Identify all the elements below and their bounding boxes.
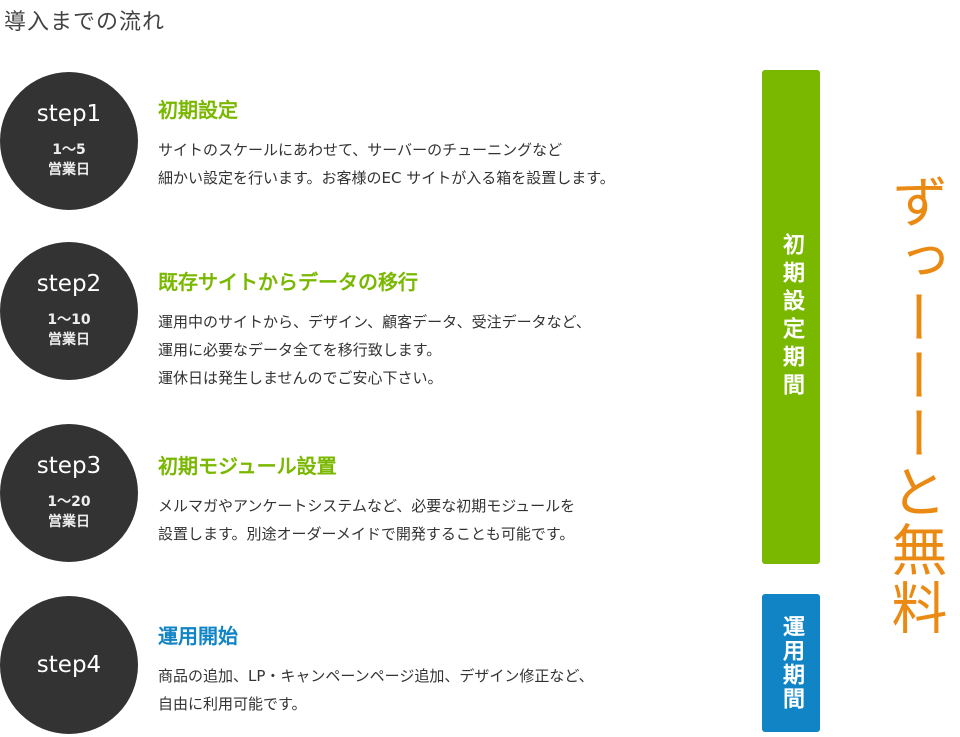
step-2-days: 1〜10 xyxy=(47,311,91,328)
step-3-days: 1〜20 xyxy=(47,493,91,510)
free-text: ずっーーーと無料 xyxy=(882,173,947,637)
step-4-line: 商品の追加、LP・キャンペーンページ追加、デザイン修正など、 xyxy=(158,667,594,685)
step-3-days-unit: 営業日 xyxy=(48,513,90,530)
step-3-line: 設置します。別途オーダーメイドで開発することも可能です。 xyxy=(158,525,575,543)
step-4-label: step4 xyxy=(36,651,102,678)
step-2-line: 運用中のサイトから、デザイン、顧客データ、受注データなど、 xyxy=(158,313,591,331)
step-3-badge: step3 1〜20 営業日 xyxy=(0,424,138,562)
step-1-line: サイトのスケールにあわせて、サーバーのチューニングなど xyxy=(158,141,563,159)
step-4-heading: 運用開始 xyxy=(158,624,238,648)
step-1-badge: step1 1〜5 営業日 xyxy=(0,72,138,210)
step-2-line: 運休日は発生しませんのでご安心下さい。 xyxy=(158,369,443,387)
page-title: 導入までの流れ xyxy=(4,10,166,35)
step-4-content: 運用開始 商品の追加、LP・キャンペーンページ追加、デザイン修正など、 自由に利… xyxy=(158,622,738,718)
step-1-days-unit: 営業日 xyxy=(48,161,90,178)
step-2-badge: step2 1〜10 営業日 xyxy=(0,242,138,380)
step-4-badge: step4 xyxy=(0,596,138,734)
step-1-label: step1 xyxy=(36,100,102,127)
step-1-days: 1〜5 xyxy=(52,141,86,158)
step-3-heading: 初期モジュール設置 xyxy=(158,454,337,478)
step-2-description: 運用中のサイトから、デザイン、顧客データ、受注データなど、 運用に必要なデータ全… xyxy=(158,308,738,392)
step-1-content: 初期設定 サイトのスケールにあわせて、サーバーのチューニングなど 細かい設定を行… xyxy=(158,96,738,192)
step-1-line: 細かい設定を行います。お客様のEC サイトが入る箱を設置します。 xyxy=(158,169,615,187)
step-2-content: 既存サイトからデータの移行 運用中のサイトから、デザイン、顧客データ、受注データ… xyxy=(158,268,738,392)
step-2-line: 運用に必要なデータ全てを移行致します。 xyxy=(158,341,442,359)
step-2-heading: 既存サイトからデータの移行 xyxy=(158,270,418,294)
step-3-content: 初期モジュール設置 メルマガやアンケートシステムなど、必要な初期モジュールを 設… xyxy=(158,452,738,548)
operation-period-bar: 運用期間 xyxy=(762,594,820,732)
initial-period-bar: 初期設定期間 xyxy=(762,70,820,564)
step-4-description: 商品の追加、LP・キャンペーンページ追加、デザイン修正など、 自由に利用可能です… xyxy=(158,662,738,718)
step-1-heading: 初期設定 xyxy=(158,98,238,122)
step-2-days-unit: 営業日 xyxy=(48,331,90,348)
step-2-label: step2 xyxy=(36,270,102,297)
step-1-description: サイトのスケールにあわせて、サーバーのチューニングなど 細かい設定を行います。お… xyxy=(158,136,738,192)
step-3-description: メルマガやアンケートシステムなど、必要な初期モジュールを 設置します。別途オーダ… xyxy=(158,492,738,548)
step-4-line: 自由に利用可能です。 xyxy=(158,695,307,713)
step-3-line: メルマガやアンケートシステムなど、必要な初期モジュールを xyxy=(158,497,576,515)
step-3-label: step3 xyxy=(36,452,102,479)
